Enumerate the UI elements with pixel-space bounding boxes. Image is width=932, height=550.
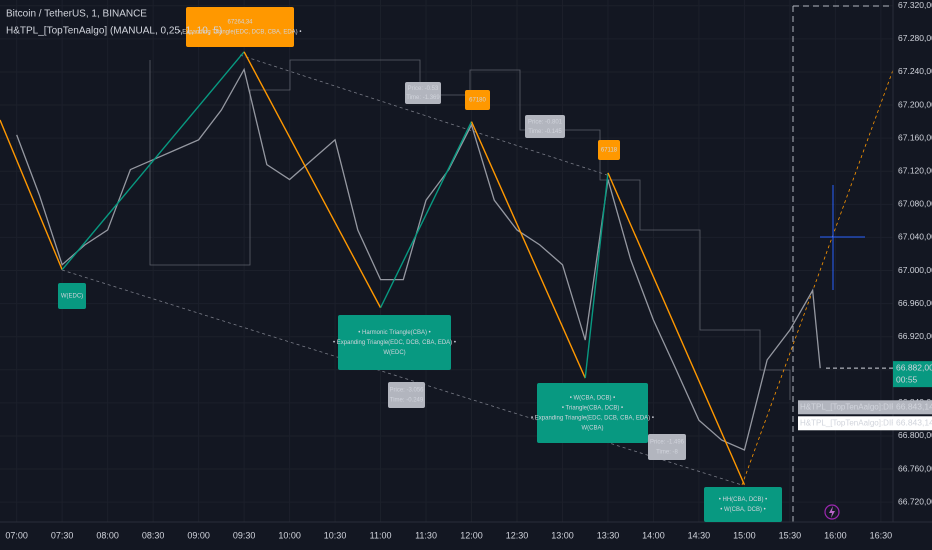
annotation-box [598, 140, 620, 160]
zigzag-segment [584, 172, 609, 379]
x-tick-label: 07:00 [5, 530, 28, 540]
annotation-box [525, 115, 565, 138]
annotation-box [648, 434, 686, 460]
zigzag-segment [61, 51, 245, 271]
y-tick-label: 67.280,00 [898, 33, 932, 43]
grid [0, 0, 893, 522]
annotation-text: • Expanding Triangle(EDC, DCB, CBA, EDA)… [333, 340, 456, 346]
annotation-text: • Triangle(CBA, DCB) • [562, 406, 623, 412]
annotation-box [405, 82, 441, 104]
indicator-value: 66.843,14 [896, 418, 932, 428]
annotation-box [704, 487, 782, 522]
y-tick-label: 67.240,00 [898, 66, 932, 76]
annotation-text: 67180 [469, 98, 486, 104]
x-tick-label: 10:00 [278, 530, 301, 540]
indicator-title: H&TPL_[TopTenAalgo] (MANUAL, 0,25, 1, 10… [6, 26, 222, 37]
annotation-box [186, 7, 294, 47]
annotation-box [537, 383, 648, 443]
annotation-text: Price: -0.53 [408, 86, 439, 92]
annotation-text: • W(CBA, DCB) • [720, 507, 766, 513]
projection-line [741, 69, 894, 486]
annotation-text: • HH(CBA, DCB) • [719, 497, 768, 503]
y-tick-label: 67.200,00 [898, 99, 932, 109]
chart-title: Bitcoin / TetherUS, 1, BINANCE [6, 9, 147, 20]
zigzag-segment [243, 51, 382, 309]
last-price-label: 66.882,00 [896, 362, 932, 372]
plot: 67264,34 • Expanding Triangle(EDC, DCB, C… [0, 7, 821, 522]
indicator-name-box [798, 416, 893, 431]
y-tick-label: 67.120,00 [898, 165, 932, 175]
annotation-text: Time: -1.369 [406, 95, 440, 101]
y-tick-label: 67.320,00 [898, 0, 932, 10]
x-tick-label: 07:30 [51, 530, 74, 540]
annotation-box [388, 382, 425, 408]
annotation-text: W(EDC) [383, 350, 405, 356]
annotation-text: • Harmonic Triangle(CBA) • [358, 330, 431, 336]
annotation-text: W(CBA) [582, 426, 604, 432]
y-tick-label: 67.080,00 [898, 199, 932, 209]
x-tick-label: 14:30 [688, 530, 711, 540]
annotation-text: Time: -0.145 [528, 129, 562, 135]
annotation-text: 67264,34 [227, 20, 253, 26]
y-tick-label: 66.920,00 [898, 331, 932, 341]
x-tick-label: 09:30 [233, 530, 256, 540]
zigzag-segment [607, 172, 746, 486]
x-tick-label: 11:30 [415, 530, 437, 540]
x-tick-label: 09:00 [187, 530, 210, 540]
annotation-text: Time: -8 [656, 450, 678, 456]
annotation-text: 67118 [601, 148, 618, 154]
x-tick-label: 14:00 [642, 530, 665, 540]
price-line [16, 67, 821, 451]
annotation-text: Price: -0.801 [528, 119, 563, 125]
alert-icon[interactable] [824, 504, 840, 520]
zigzag-segment [379, 121, 473, 309]
trend-line [61, 269, 743, 486]
y-tick-label: 67.160,00 [898, 132, 932, 142]
y-tick-label: 67.040,00 [898, 232, 932, 242]
annotation-text: Price: -3.056 [389, 388, 424, 394]
indicator-name: H&TPL_[TopTenAalgo]:DIRENC [800, 418, 914, 427]
x-tick-label: 15:30 [779, 530, 802, 540]
x-tick-label: 10:30 [324, 530, 347, 540]
countdown-label: 00:55 [896, 374, 918, 384]
last-price-box [893, 361, 932, 388]
zigzag-segment [0, 119, 63, 270]
y-tick-label: 66.720,00 [898, 496, 932, 506]
y-tick-label: 66.800,00 [898, 430, 932, 440]
annotation-box [465, 90, 490, 110]
trend-line [239, 54, 608, 176]
y-tick-label: 66.760,00 [898, 463, 932, 473]
indicator-band [149, 59, 791, 400]
x-tick-label: 16:00 [824, 530, 847, 540]
annotation-text: Time: -0.249 [390, 398, 424, 404]
annotation-box [338, 315, 451, 370]
indicator-name-box [798, 400, 893, 415]
annotation-text: Price: -1.496 [650, 440, 685, 446]
x-tick-label: 12:30 [506, 530, 529, 540]
indicator-value-box [893, 416, 932, 431]
zigzag-segment [470, 121, 586, 379]
x-tick-label: 15:00 [733, 530, 756, 540]
x-tick-label: 13:00 [551, 530, 574, 540]
annotation-text: W(EDC) [61, 294, 83, 300]
y-tick-label: 67.000,00 [898, 265, 932, 275]
indicator-value-box [893, 400, 932, 415]
x-tick-label: 12:00 [460, 530, 483, 540]
alert-icon [829, 506, 835, 518]
x-tick-label: 08:30 [142, 530, 165, 540]
x-tick-label: 16:30 [870, 530, 893, 540]
annotation-text: • Expanding Triangle(EDC, DCB, CBA, EDA)… [531, 416, 654, 422]
indicator-name: H&TPL_[TopTenAalgo]:DIRENC [800, 402, 914, 411]
x-tick-label: 11:00 [370, 530, 392, 540]
annotation-text: • W(CBA, DCB) • [570, 396, 616, 402]
indicator-value: 66.843,14 [896, 402, 932, 412]
y-tick-label: 66.960,00 [898, 298, 932, 308]
x-tick-label: 13:30 [597, 530, 620, 540]
annotation-text: • Expanding Triangle(EDC, DCB, CBA, EDA)… [179, 30, 302, 36]
x-tick-label: 08:00 [96, 530, 119, 540]
annotation-box [58, 283, 86, 309]
